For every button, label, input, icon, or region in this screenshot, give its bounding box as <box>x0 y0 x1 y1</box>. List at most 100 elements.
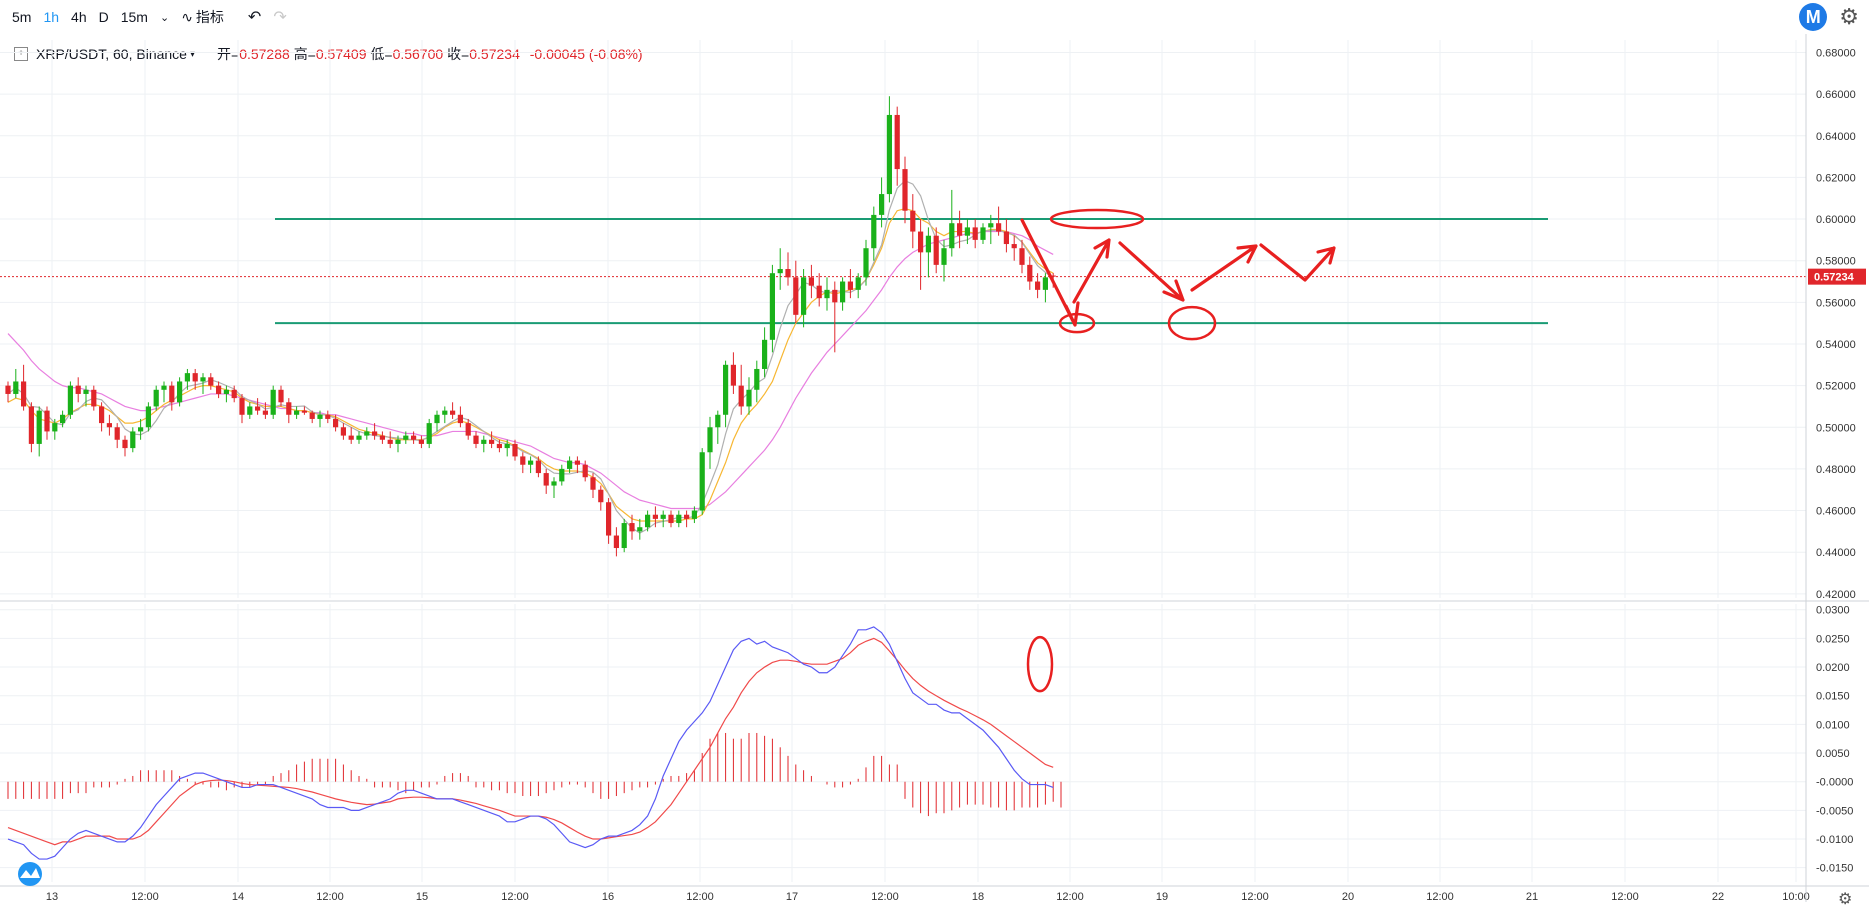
x-tick-label: 12:00 <box>686 891 714 903</box>
m-logo-icon[interactable]: M <box>1799 3 1828 31</box>
candle-body <box>902 169 908 211</box>
interval-1h[interactable]: 1h <box>43 9 60 25</box>
macd-y-tick-label: -0.0150 <box>1816 863 1853 875</box>
candle-body <box>684 514 690 519</box>
candle-body <box>808 277 814 286</box>
candle-body <box>247 406 253 415</box>
candle-body <box>177 381 183 403</box>
annotation-ellipse-top <box>1049 208 1145 230</box>
candle-body <box>91 389 97 407</box>
candle-body <box>114 427 120 440</box>
candle-body <box>925 235 931 253</box>
chart-logo-mark <box>20 868 40 878</box>
macd-y-tick-label: 0.0200 <box>1816 662 1850 674</box>
chart-logo-icon <box>18 862 42 886</box>
candle-body <box>520 456 526 465</box>
moving-average-lines <box>7 180 1054 534</box>
candle-body <box>949 223 955 249</box>
candle-body <box>1035 281 1041 290</box>
interval-d[interactable]: D <box>98 9 109 25</box>
x-tick-label: 12:00 <box>1426 891 1454 903</box>
symbol-legend: + XRP/USDT, 60, Binance ▾ 开=0.57288 高=0.… <box>14 44 643 64</box>
candle-body <box>785 269 791 278</box>
candle-body <box>395 439 401 444</box>
y-tick-label: 0.68000 <box>1816 47 1856 59</box>
close-label: 收= <box>447 46 470 62</box>
low-label: 低= <box>370 46 393 62</box>
x-tick-label: 21 <box>1526 891 1538 903</box>
indicators-button[interactable]: ∿ 指标 <box>181 7 224 27</box>
y-tick-label: 0.50000 <box>1816 422 1856 434</box>
symbol-chevron-icon[interactable]: ▾ <box>189 48 195 60</box>
candle-body <box>83 389 89 394</box>
candle-body <box>941 248 947 265</box>
interval-4h[interactable]: 4h <box>71 9 87 25</box>
candle-body <box>28 406 34 444</box>
support-resistance-lines <box>0 218 1806 325</box>
candle-body <box>348 435 354 440</box>
ma-mid-line <box>7 180 1054 534</box>
candle-body <box>231 389 237 399</box>
candle-body <box>130 431 136 449</box>
ohlc-values: 开=0.57288 高=0.57409 低=0.56700 收=0.57234 … <box>217 44 643 64</box>
symbol-label[interactable]: XRP/USDT, 60, Binance <box>36 46 187 62</box>
candle-body <box>598 489 604 503</box>
hand-drawn-annotations <box>1020 208 1336 693</box>
candle-body <box>606 502 612 536</box>
candlesticks <box>5 96 1056 557</box>
candle-body <box>379 435 385 440</box>
candle-body <box>528 460 534 465</box>
candle-body <box>613 535 619 549</box>
y-tick-label: 0.64000 <box>1816 131 1856 143</box>
interval-dropdown-chevron-icon[interactable]: ⌄ <box>159 11 170 24</box>
x-tick-label: 22 <box>1712 891 1724 903</box>
axes: 13 12:00 14 12:00 15 12:00 16 12:00 17 12:00 18 12:… <box>0 34 1869 908</box>
candle-body <box>465 423 471 436</box>
x-tick-label: 12:00 <box>1241 891 1269 903</box>
candle-body <box>567 460 573 469</box>
candle-body <box>504 443 510 449</box>
annotation-ellipse-low2 <box>1167 305 1217 341</box>
candle-body <box>933 235 939 265</box>
interval-5m[interactable]: 5m <box>12 9 32 25</box>
candle-body <box>996 223 1002 232</box>
x-tick-label: 20 <box>1342 891 1354 903</box>
candle-body <box>372 431 378 436</box>
x-tick-label: 12:00 <box>316 891 344 903</box>
candle-body <box>426 423 432 444</box>
candle-body <box>816 285 822 299</box>
y-tick-label: 0.60000 <box>1816 214 1856 226</box>
candle-body <box>980 227 986 240</box>
redo-icon[interactable]: ↷ <box>273 9 287 26</box>
y-tick-label: 0.56000 <box>1816 297 1856 309</box>
candle-body <box>972 227 978 240</box>
time-axis-settings-gear-icon[interactable]: ⚙ <box>1838 891 1852 908</box>
macd-y-tick-label: 0.0150 <box>1816 691 1850 703</box>
current-price-tag <box>1808 268 1866 285</box>
candle-body <box>99 406 105 424</box>
candle-body <box>239 398 245 415</box>
interval-15m[interactable]: 15m <box>120 9 148 25</box>
candle-body <box>387 439 393 444</box>
toolbar-right: M ⚙ <box>1799 0 1869 34</box>
x-tick-label: 12:00 <box>1056 891 1084 903</box>
candle-body <box>489 439 495 444</box>
settings-gear-icon[interactable]: ⚙ <box>1839 4 1859 29</box>
candle-body <box>138 427 144 432</box>
expand-box-icon[interactable]: + <box>14 47 28 61</box>
undo-icon[interactable]: ↶ <box>247 9 262 26</box>
indicators-label: 指标 <box>195 9 224 25</box>
candle-body <box>481 439 487 444</box>
candle-body <box>5 385 11 394</box>
candle-body <box>754 368 760 390</box>
candle-body <box>208 377 214 386</box>
y-tick-label: 0.46000 <box>1816 506 1856 518</box>
candle-body <box>403 435 409 440</box>
candle-body <box>1011 244 1017 249</box>
x-tick-label: 12:00 <box>501 891 529 903</box>
candle-body <box>668 514 674 524</box>
change-value: -0.00045 (-0.08%) <box>529 46 643 62</box>
candle-body <box>535 460 541 474</box>
candle-body <box>691 510 697 519</box>
